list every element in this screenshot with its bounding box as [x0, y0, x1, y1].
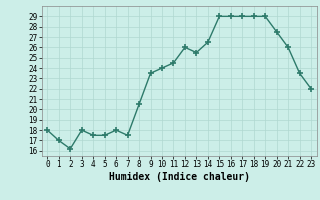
X-axis label: Humidex (Indice chaleur): Humidex (Indice chaleur)	[109, 172, 250, 182]
